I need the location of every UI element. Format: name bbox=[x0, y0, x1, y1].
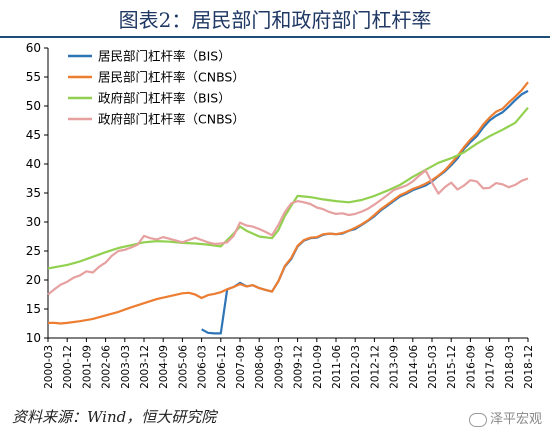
legend-label: 居民部门杠杆率（CNBS） bbox=[98, 70, 245, 85]
x-tick-label: 2018-12 bbox=[523, 345, 535, 389]
x-tick-label: 2016-09 bbox=[465, 345, 477, 389]
x-tick-label: 2002-06 bbox=[101, 345, 113, 389]
series-line-1 bbox=[201, 89, 529, 335]
x-tick-label: 2014-06 bbox=[408, 345, 420, 389]
x-tick-label: 2005-06 bbox=[177, 345, 189, 389]
x-tick-label: 2000-12 bbox=[62, 345, 74, 389]
y-tick-label: 15 bbox=[26, 302, 41, 316]
x-tick-label: 2015-03 bbox=[427, 345, 439, 389]
page-title: 图表2：居民部门和政府部门杠杆率 bbox=[118, 8, 432, 32]
x-tick-label: 2017-06 bbox=[485, 345, 497, 389]
legend: 居民部门杠杆率（BIS） 居民部门杠杆率（CNBS） 政府部门杠杆率（BIS） 政府部… bbox=[68, 49, 245, 127]
y-axis: 10 15 20 25 30 35 40 45 50 55 60 bbox=[26, 41, 49, 345]
title-divider bbox=[0, 36, 550, 38]
y-tick-label: 45 bbox=[26, 128, 41, 142]
x-tick-label: 2009-03 bbox=[273, 345, 285, 389]
series-line-4 bbox=[47, 169, 529, 296]
x-tick-label: 2011-06 bbox=[331, 345, 343, 389]
legend-label: 居民部门杠杆率（BIS） bbox=[98, 49, 231, 64]
x-tick-label: 2004-09 bbox=[158, 345, 170, 389]
y-tick-label: 40 bbox=[26, 157, 41, 171]
series-layer bbox=[47, 81, 529, 335]
x-tick-label: 2015-12 bbox=[446, 345, 458, 389]
source-note: 资料来源：Wind，恒大研究院 bbox=[12, 408, 217, 426]
x-tick-label: 2007-09 bbox=[235, 345, 247, 389]
x-tick-label: 2006-03 bbox=[197, 345, 209, 389]
y-tick-label: 25 bbox=[26, 244, 41, 258]
x-tick-label: 2003-12 bbox=[139, 345, 151, 389]
x-tick-label: 2012-03 bbox=[350, 345, 362, 389]
x-axis: 2000-03 2000-12 2001-09 2002-06 2003-03 2003-… bbox=[43, 337, 535, 389]
x-tick-label: 2003-03 bbox=[120, 345, 132, 389]
x-tick-label: 2012-12 bbox=[369, 345, 381, 389]
y-tick-label: 55 bbox=[26, 70, 41, 84]
x-tick-label: 2009-12 bbox=[293, 345, 305, 389]
x-tick-label: 2001-09 bbox=[81, 345, 93, 389]
y-tick-label: 20 bbox=[26, 273, 41, 287]
legend-label: 政府部门杠杆率（BIS） bbox=[98, 91, 231, 106]
x-tick-label: 2010-09 bbox=[312, 345, 324, 389]
x-tick-label: 2018-03 bbox=[504, 345, 516, 389]
y-tick-label: 50 bbox=[26, 99, 41, 113]
y-tick-label: 10 bbox=[26, 331, 41, 345]
y-tick-label: 30 bbox=[26, 215, 41, 229]
x-tick-label: 2006-12 bbox=[216, 345, 228, 389]
watermark: 泽平宏观 bbox=[468, 408, 542, 427]
x-tick-label: 2013-09 bbox=[389, 345, 401, 389]
x-tick-label: 2008-06 bbox=[254, 345, 266, 389]
legend-label: 政府部门杠杆率（CNBS） bbox=[98, 112, 245, 127]
x-tick-label: 2000-03 bbox=[43, 345, 55, 389]
wechat-icon bbox=[468, 412, 487, 427]
watermark-text: 泽平宏观 bbox=[489, 412, 542, 427]
y-tick-label: 35 bbox=[26, 186, 41, 200]
y-tick-label: 60 bbox=[26, 41, 41, 55]
